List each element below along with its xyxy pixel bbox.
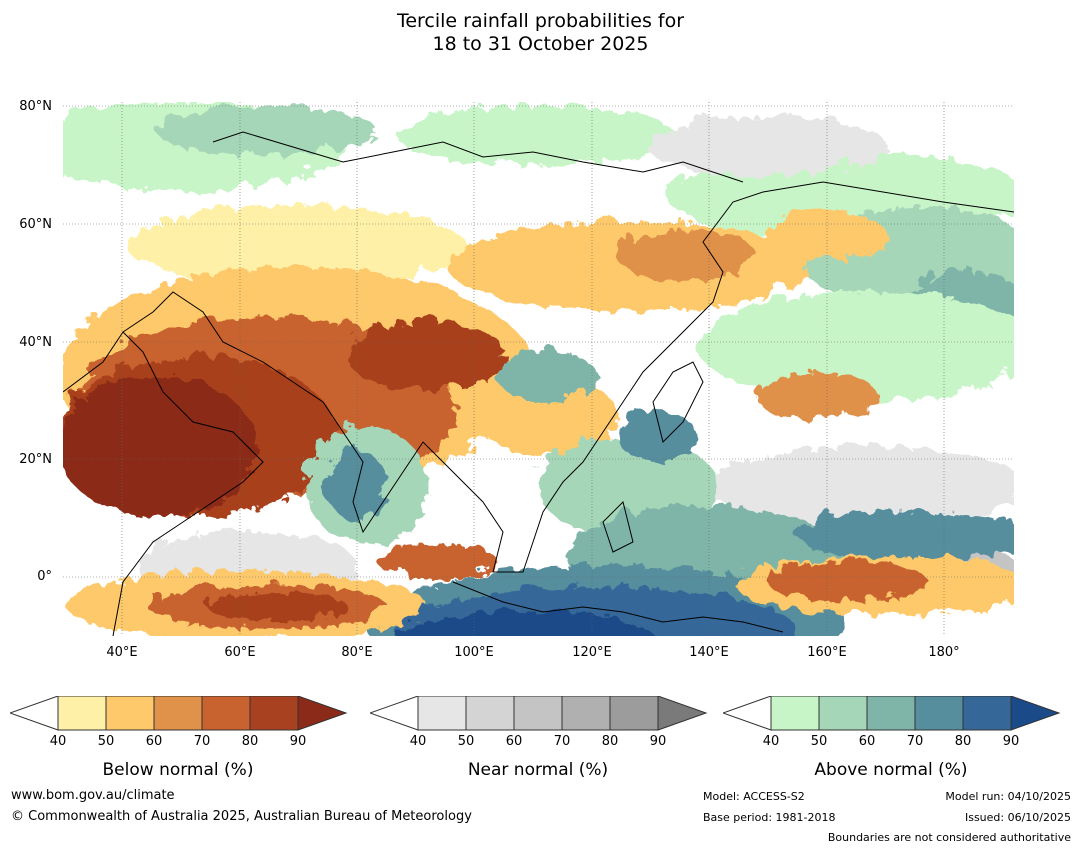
cb-below-tick-60: 60 — [145, 734, 163, 749]
lon-tick-140e: 140°E — [689, 645, 729, 660]
lat-tick-20n: 20°N — [19, 452, 52, 467]
cb-above-tick-60: 60 — [858, 734, 876, 749]
base-period-text: Base period: 1981-2018 — [703, 811, 836, 824]
cb-above-tick-40: 40 — [762, 734, 780, 749]
lon-tick-180: 180° — [928, 645, 960, 660]
model-text: Model: ACCESS-S2 — [703, 790, 805, 803]
lat-tick-60n: 60°N — [19, 217, 52, 232]
region-near-arctic — [643, 112, 883, 172]
graticule — [63, 102, 1014, 636]
cb-near-tick-90: 90 — [649, 734, 667, 749]
lon-tick-40e: 40°E — [106, 645, 138, 660]
cb-near-tick-50: 50 — [457, 734, 475, 749]
cb-near-tick-60: 60 — [505, 734, 523, 749]
cb-below-tick-70: 70 — [193, 734, 211, 749]
title-line-1: Tercile rainfall probabilities for — [396, 10, 685, 32]
region-above-arctic-west-core — [153, 102, 373, 152]
coastlines — [63, 131, 1014, 636]
cb-below-70 — [201, 696, 251, 731]
colorbar-title-below: Below normal (%) — [102, 760, 254, 780]
cb-below-60 — [153, 696, 203, 731]
cb-below-tick-90: 90 — [289, 734, 307, 749]
issued-text: Issued: 06/10/2025 — [964, 811, 1071, 824]
cb-above-tick-70: 70 — [906, 734, 924, 749]
colorbar-above-normal — [723, 696, 1061, 731]
cb-below-tick-80: 80 — [241, 734, 259, 749]
colorbar-near-normal — [370, 696, 708, 731]
region-below-russia — [123, 202, 463, 282]
copyright-text: © Commonwealth of Australia 2025, Austra… — [11, 809, 472, 824]
region-above-arctic-mid — [393, 102, 673, 162]
cb-below-tick-40: 40 — [49, 734, 67, 749]
lon-tick-120e: 120°E — [572, 645, 612, 660]
cb-below-tick-50: 50 — [97, 734, 115, 749]
cb-near-tick-80: 80 — [601, 734, 619, 749]
model-run-text: Model run: 04/10/2025 — [945, 790, 1071, 803]
website-link[interactable]: www.bom.gov.au/climate — [11, 788, 175, 803]
boundaries-disclaimer: Boundaries are not considered authoritat… — [827, 831, 1071, 844]
cb-below-80 — [249, 696, 299, 731]
colorbar-below-normal — [10, 696, 348, 731]
lon-tick-80e: 80°E — [341, 645, 373, 660]
cb-below-90 — [297, 696, 348, 731]
lon-tick-60e: 60°E — [224, 645, 256, 660]
cb-above-tick-50: 50 — [810, 734, 828, 749]
lat-tick-0: 0° — [37, 569, 52, 584]
colorbar-title-near: Near normal (%) — [467, 760, 609, 780]
cb-below-50 — [105, 696, 155, 731]
lat-tick-80n: 80°N — [19, 99, 52, 114]
chart-title: Tercile rainfall probabilities for 18 to… — [0, 10, 1081, 56]
cb-near-tick-70: 70 — [553, 734, 571, 749]
cb-near-tick-40: 40 — [409, 734, 427, 749]
cb-above-tick-80: 80 — [954, 734, 972, 749]
colorbar-title-above: Above normal (%) — [814, 760, 968, 780]
cb-above-tick-90: 90 — [1002, 734, 1020, 749]
lon-tick-160e: 160°E — [807, 645, 847, 660]
cb-below-40 — [57, 696, 107, 731]
title-line-2: 18 to 31 October 2025 — [432, 33, 649, 55]
rainfall-probability-map — [63, 102, 1014, 636]
lon-tick-100e: 100°E — [454, 645, 494, 660]
lat-tick-40n: 40°N — [19, 335, 52, 350]
